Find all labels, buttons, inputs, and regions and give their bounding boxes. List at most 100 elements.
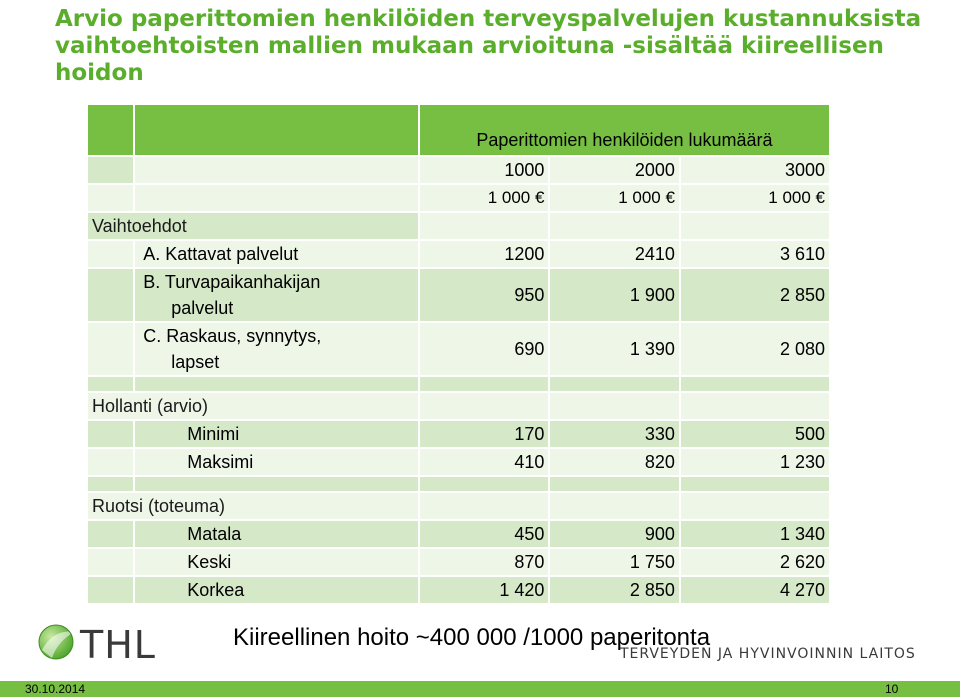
table-cell [550, 493, 679, 519]
unit-cost-3: 1 000 € [680, 185, 829, 211]
thl-logo-icon [38, 624, 74, 660]
table-cell [88, 521, 134, 547]
page-title: Arvio paperittomien henkilöiden terveysp… [55, 6, 935, 87]
table-cell [88, 549, 134, 575]
group-header: Paperittomien henkilöiden lukumäärä [419, 105, 829, 155]
row-label: A. Kattavat palvelut [135, 241, 418, 267]
table-cell [88, 377, 134, 391]
table-cell [88, 157, 134, 183]
row-label: Keski [135, 549, 418, 575]
organization-name: TERVEYDEN JA HYVINVOINNIN LAITOS [620, 646, 916, 662]
spacer-row [88, 477, 829, 491]
row-label-line-2: lapset [171, 352, 220, 372]
table-cell [680, 477, 829, 491]
row-label: Korkea [135, 577, 418, 603]
spacer-row [88, 377, 829, 391]
row-label: C. Raskaus, synnytys, lapset [135, 323, 418, 375]
footer-page-number: 10 [885, 682, 899, 696]
value-cell: 1 900 [550, 269, 679, 321]
row-label: Maksimi [135, 449, 418, 475]
value-cell: 1 340 [680, 521, 829, 547]
table-cell [88, 241, 134, 267]
cost-table: Paperittomien henkilöiden lukumäärä 1000… [86, 103, 831, 605]
value-cell: 1 230 [680, 449, 829, 475]
value-cell: 870 [419, 549, 549, 575]
table-cell [88, 185, 134, 211]
table-row: Keski 870 1 750 2 620 [88, 549, 829, 575]
logo-text: THL [80, 623, 156, 667]
table-cell [88, 449, 134, 475]
urgent-care-note: Kiireellinen hoito ~400 000 /1000 paperi… [233, 624, 711, 651]
table-cell [550, 377, 679, 391]
value-cell: 1200 [419, 241, 549, 267]
table-cell [419, 493, 549, 519]
table-cell [680, 393, 829, 419]
value-cell: 900 [550, 521, 679, 547]
table-row: Minimi 170 330 500 [88, 421, 829, 447]
table-cell [419, 213, 549, 239]
value-cell: 450 [419, 521, 549, 547]
table-cell [88, 323, 134, 375]
table-cell [680, 213, 829, 239]
value-cell: 820 [550, 449, 679, 475]
row-label: Matala [135, 521, 418, 547]
row-label: Minimi [135, 421, 418, 447]
header-corner-1 [88, 105, 134, 155]
value-cell: 1 750 [550, 549, 679, 575]
value-cell: 500 [680, 421, 829, 447]
table-cell [550, 213, 679, 239]
unit-cost-row: 1 000 € 1 000 € 1 000 € [88, 185, 829, 211]
unit-cost-1: 1 000 € [419, 185, 549, 211]
row-label-line-2: palvelut [171, 298, 234, 318]
table-cell [88, 577, 134, 603]
row-label-line-1: C. Raskaus, synnytys, [143, 326, 322, 346]
title-line-2: vaihtoehtoisten mallien mukaan arvioitun… [55, 33, 884, 59]
table-row: A. Kattavat palvelut 1200 2410 3 610 [88, 241, 829, 267]
row-label-line-1: B. Turvapaikanhakijan [143, 272, 321, 292]
value-cell: 1 420 [419, 577, 549, 603]
table-row: Korkea 1 420 2 850 4 270 [88, 577, 829, 603]
value-cell: 2 620 [680, 549, 829, 575]
footer-date: 30.10.2014 [25, 682, 86, 696]
value-cell: 2 850 [550, 577, 679, 603]
table-cell [88, 421, 134, 447]
table-cell [135, 377, 418, 391]
value-cell: 1 390 [550, 323, 679, 375]
count-3000: 3000 [680, 157, 829, 183]
section-row-vaihtoehdot: Vaihtoehdot [88, 213, 829, 239]
count-2000: 2000 [550, 157, 679, 183]
title-line-3: hoidon [55, 60, 144, 86]
footer-bar [0, 681, 960, 697]
table-cell [419, 393, 549, 419]
value-cell: 170 [419, 421, 549, 447]
table-cell [419, 377, 549, 391]
value-cell: 410 [419, 449, 549, 475]
table-header-row: Paperittomien henkilöiden lukumäärä [88, 105, 829, 155]
table-cell [88, 269, 134, 321]
row-label: B. Turvapaikanhakijan palvelut [135, 269, 418, 321]
table-row: Maksimi 410 820 1 230 [88, 449, 829, 475]
table-cell [135, 185, 418, 211]
value-cell: 330 [550, 421, 679, 447]
table-cell [680, 377, 829, 391]
title-line-1: Arvio paperittomien henkilöiden terveysp… [55, 6, 922, 32]
table-cell [135, 157, 418, 183]
section-label: Vaihtoehdot [88, 213, 418, 239]
header-corner-2 [135, 105, 418, 155]
table-cell [550, 477, 679, 491]
table-cell [680, 493, 829, 519]
value-cell: 2410 [550, 241, 679, 267]
table-row: B. Turvapaikanhakijan palvelut 950 1 900… [88, 269, 829, 321]
value-cell: 2 850 [680, 269, 829, 321]
section-row-hollanti: Hollanti (arvio) [88, 393, 829, 419]
table-cell [419, 477, 549, 491]
table-row: C. Raskaus, synnytys, lapset 690 1 390 2… [88, 323, 829, 375]
count-1000: 1000 [419, 157, 549, 183]
table-cell [88, 477, 134, 491]
section-label: Ruotsi (toteuma) [88, 493, 418, 519]
unit-cost-2: 1 000 € [550, 185, 679, 211]
section-label: Hollanti (arvio) [88, 393, 418, 419]
value-cell: 690 [419, 323, 549, 375]
table-cell [550, 393, 679, 419]
table-row: Matala 450 900 1 340 [88, 521, 829, 547]
